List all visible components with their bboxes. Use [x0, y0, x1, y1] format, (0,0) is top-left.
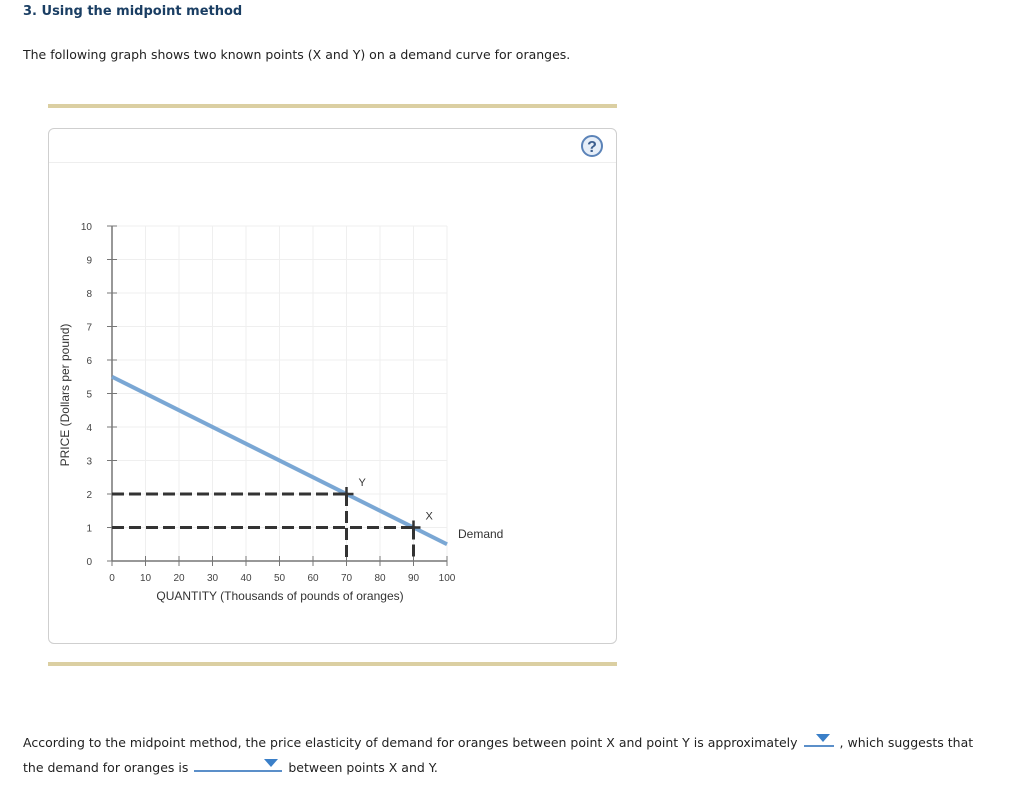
point-label-y: Y: [359, 477, 367, 489]
top-divider: [48, 104, 617, 108]
demand-line: [111, 374, 448, 547]
chart-points[interactable]: YX: [339, 477, 434, 535]
bottom-divider: [48, 662, 617, 666]
answer-text-3: the demand for oranges is: [23, 760, 189, 775]
x-tick-label: 60: [307, 573, 319, 584]
y-tick-label: 4: [86, 423, 92, 434]
y-tick-label: 5: [86, 390, 92, 401]
help-icon[interactable]: ?: [581, 135, 603, 157]
answer-text-4: between points X and Y.: [288, 760, 438, 775]
chart-grid: [112, 225, 448, 561]
answer-text-1: According to the midpoint method, the pr…: [23, 735, 798, 750]
dropdown-arrow-icon: [264, 759, 279, 767]
elasticity-dropdown[interactable]: [803, 731, 834, 747]
demand-type-dropdown[interactable]: [194, 756, 283, 772]
graph-panel: ?: [48, 128, 617, 644]
x-tick-label: 100: [439, 573, 456, 584]
y-axis-label: PRICE (Dollars per pound): [58, 324, 72, 467]
y-tick-label: 1: [86, 524, 92, 535]
chart-axes: [107, 225, 448, 566]
legend-demand: Demand: [458, 527, 503, 541]
x-tick-label: 20: [173, 573, 185, 584]
demand-curve[interactable]: [111, 374, 448, 547]
x-tick-label: 80: [374, 573, 386, 584]
x-tick-label: 70: [341, 573, 353, 584]
y-tick-label: 6: [86, 356, 92, 367]
y-tick-label: 8: [86, 289, 92, 300]
point-label-x: X: [426, 511, 434, 523]
y-tick-label: 9: [86, 256, 92, 267]
y-tick-label: 10: [81, 222, 93, 233]
x-tick-label: 30: [207, 573, 219, 584]
x-tick-label: 50: [274, 573, 286, 584]
x-tick-label: 0: [109, 573, 115, 584]
answer-line-1: According to the midpoint method, the pr…: [23, 731, 973, 750]
panel-header: ?: [49, 129, 616, 163]
y-tick-label: 2: [86, 490, 92, 501]
x-tick-label: 40: [240, 573, 252, 584]
answer-line-2: the demand for oranges is between points…: [23, 756, 438, 775]
y-tick-label: 3: [86, 457, 92, 468]
dropdown-arrow-icon: [815, 734, 830, 742]
answer-text-2: , which suggests that: [839, 735, 974, 750]
question-title: 3. Using the midpoint method: [23, 4, 243, 19]
x-tick-label: 90: [408, 573, 420, 584]
y-tick-label: 7: [86, 323, 92, 334]
tick-labels: 0 10 20 30 40 50 60 70 80 90 100 0 1 2 3 4 5 6 7 8 9 10: [81, 222, 456, 584]
y-tick-label: 0: [86, 557, 92, 568]
x-axis-label: QUANTITY (Thousands of pounds of oranges…: [156, 589, 403, 603]
x-tick-label: 10: [140, 573, 152, 584]
question-intro: The following graph shows two known poin…: [23, 47, 571, 62]
